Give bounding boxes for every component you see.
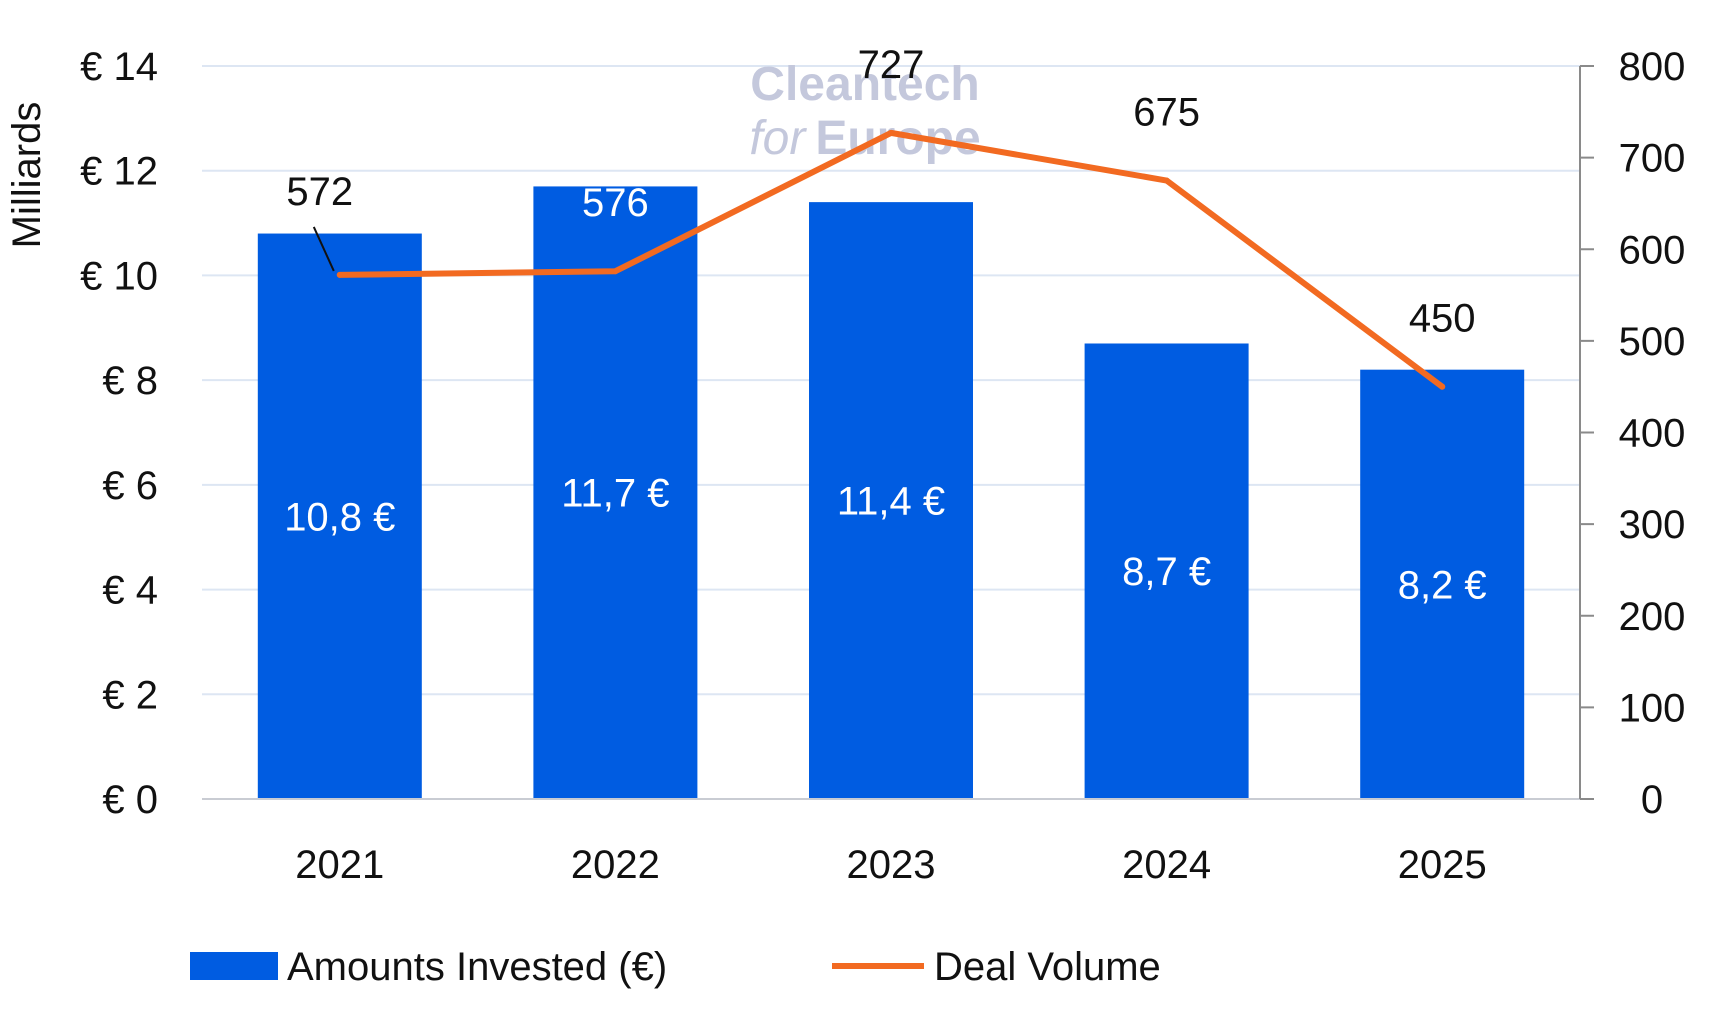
line-point bbox=[1439, 383, 1446, 390]
y-left-tick-label: € 0 bbox=[102, 778, 158, 822]
line-data-label: 576 bbox=[582, 181, 649, 225]
bar-data-label: 8,2 € bbox=[1398, 563, 1487, 607]
bar-data-label: 8,7 € bbox=[1122, 550, 1211, 594]
line-data-label: 450 bbox=[1409, 297, 1476, 341]
bar bbox=[533, 186, 698, 799]
y-left-tick-label: € 8 bbox=[102, 359, 158, 403]
y-left-tick-label: € 4 bbox=[102, 569, 158, 613]
line-point bbox=[612, 268, 619, 275]
watermark-line1: Cleantech bbox=[750, 58, 979, 111]
label-leader-line bbox=[312, 226, 335, 272]
watermark-line2: for Europe bbox=[749, 112, 980, 165]
line-data-label: 572 bbox=[286, 170, 353, 214]
y-right-tick-label: 500 bbox=[1619, 320, 1686, 364]
y-right-tick-label: 300 bbox=[1619, 503, 1686, 547]
line-data-label: 727 bbox=[858, 43, 925, 87]
y-left-tick-label: € 12 bbox=[80, 150, 158, 194]
y-right-tick-label: 0 bbox=[1641, 778, 1663, 822]
y-right-tick-label: 100 bbox=[1619, 686, 1686, 730]
y-right-tick-label: 200 bbox=[1619, 595, 1686, 639]
legend-label-deal-volume: Deal Volume bbox=[934, 945, 1161, 989]
y-left-tick-label: € 14 bbox=[80, 45, 158, 89]
line-point bbox=[336, 271, 343, 278]
axes: € 0 € 2 € 4 € 6 € 8 € 10 € 12 € 14 0 100 200 300 400… bbox=[80, 45, 1685, 887]
bar bbox=[1084, 343, 1249, 799]
y-right-tick-label: 400 bbox=[1619, 412, 1686, 456]
bar-data-label: 10,8 € bbox=[284, 495, 395, 539]
x-tick-label: 2021 bbox=[295, 843, 384, 887]
line-point bbox=[1163, 177, 1170, 184]
y-axis-label: Milliards bbox=[5, 102, 49, 249]
y-left-tick-label: € 10 bbox=[80, 254, 158, 298]
bar-series: 10,8 € 11,7 € 11,4 € 8,7 € 8,2 € bbox=[257, 186, 1525, 800]
y-left-tick-label: € 6 bbox=[102, 464, 158, 508]
y-right-tick-label: 600 bbox=[1619, 228, 1686, 272]
line-data-label: 675 bbox=[1133, 91, 1200, 135]
y-right-tick-label: 800 bbox=[1619, 45, 1686, 89]
x-tick-label: 2022 bbox=[571, 843, 660, 887]
bar-data-label: 11,7 € bbox=[561, 472, 669, 516]
y-left-tick-label: € 2 bbox=[102, 673, 158, 717]
legend-label-amounts: Amounts Invested (€) bbox=[287, 945, 667, 989]
line-point bbox=[888, 129, 894, 136]
watermark-for: for bbox=[749, 112, 807, 165]
x-tick-label: 2025 bbox=[1398, 843, 1487, 887]
bar-data-label: 11,4 € bbox=[837, 480, 945, 524]
x-tick-label: 2023 bbox=[847, 843, 936, 887]
bar bbox=[809, 202, 973, 800]
legend-swatch-bar bbox=[190, 952, 278, 980]
x-tick-label: 2024 bbox=[1122, 843, 1211, 887]
legend: Amounts Invested (€) Deal Volume bbox=[190, 945, 1161, 989]
y-right-tick-label: 700 bbox=[1619, 137, 1686, 181]
line-series: 572 576 727 675 450 bbox=[286, 43, 1476, 390]
bar bbox=[257, 233, 422, 800]
bar bbox=[1360, 369, 1525, 799]
